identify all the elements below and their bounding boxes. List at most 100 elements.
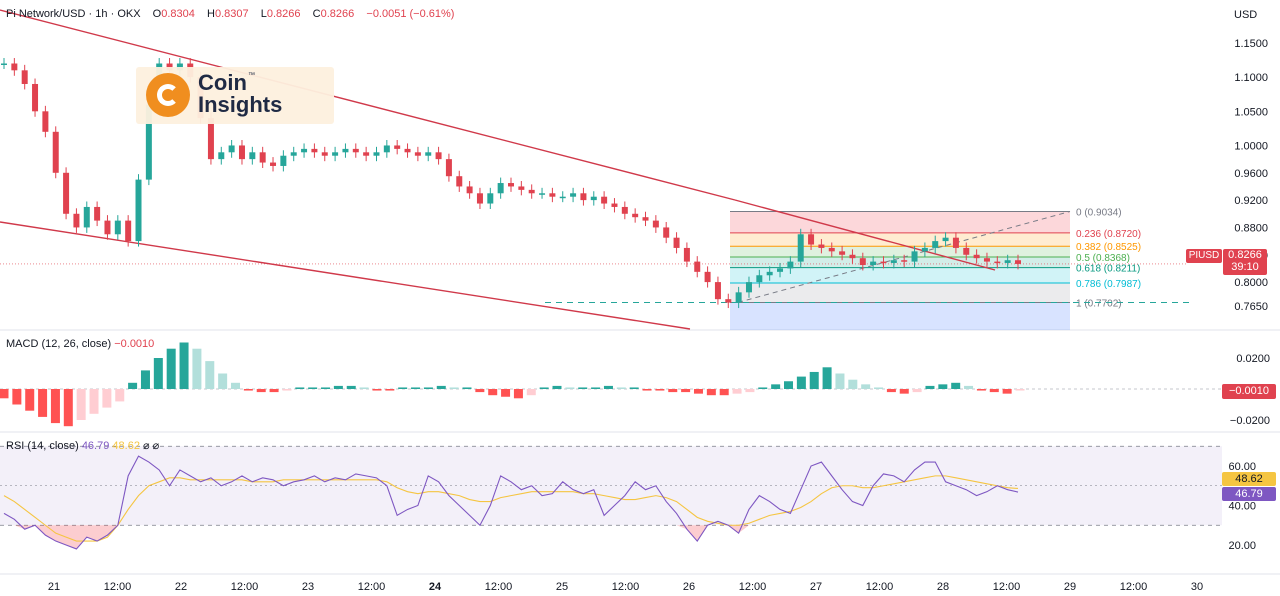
candle-body [466,186,473,194]
fibonacci-retracement[interactable]: 0 (0.9034)0.236 (0.8720)0.382 (0.8525)0.… [730,207,1141,330]
macd-bar [102,389,112,408]
symbol-name[interactable]: Pi Network/USD [6,8,86,20]
macd-bar [436,385,446,389]
candle-body [508,183,514,187]
macd-bar [0,389,9,399]
x-tick-label: 26 [683,581,695,593]
macd-bar [526,389,536,396]
macd-bar [899,389,909,394]
fib-zone [730,302,1070,330]
macd-bar [693,389,703,394]
candle-body [797,234,804,262]
candle-body [570,193,577,197]
macd-bar [989,389,999,393]
candle-body [745,282,752,293]
candle-body [332,152,339,156]
macd-bar [411,387,421,389]
fib-level-label: 0.618 (0.8211) [1076,264,1140,275]
y-tick-label: 0.8000 [1234,277,1268,289]
macd-bar [333,385,343,389]
macd-bar [346,385,356,389]
x-tick-label: 27 [810,581,822,593]
macd-bar [874,387,884,389]
rsi-settings-icon[interactable]: ⌀ ⌀ [143,440,160,452]
macd-bar [861,384,871,389]
candle-body [839,251,846,255]
macd-bar [976,389,986,391]
interval[interactable]: 1h [95,8,108,20]
candle-body [808,234,815,245]
macd-bar [140,370,150,389]
macd-bar [218,373,228,389]
macd-bar [372,389,382,391]
x-tick-label: 21 [48,581,60,593]
candle-body [218,152,225,160]
macd-legend[interactable]: MACD (12, 26, close) −0.0010 [6,338,155,350]
candle-body [590,196,597,201]
candle-body [621,206,628,214]
price-tag-symbol: PIUSD [1186,249,1222,263]
fib-zone [730,267,1070,283]
x-tick-label: 12:00 [739,581,767,593]
candle-body [73,213,80,228]
candle-body [135,179,142,242]
macd-bar [153,358,163,389]
macd-value-tag: −0.0010 [1222,384,1276,399]
macd-bar [835,373,845,389]
candle-body [518,186,525,190]
high-value: 0.8307 [214,8,249,20]
fib-level-label: 0.5 (0.8368) [1076,253,1130,264]
rsi-legend[interactable]: RSI (14, close) 46.79 48.62 ⌀ ⌀ [6,440,160,452]
candle-body [394,145,401,149]
currency-label[interactable]: USD [1234,9,1258,21]
candle-body [166,63,173,71]
channel-lower-line [0,221,691,330]
macd-bar [449,387,459,389]
macd-bar [513,389,523,399]
candle-body [456,176,463,187]
rsi-value-tag: 46.79 [1222,487,1276,501]
candle-body [725,299,732,303]
candle-body [114,220,121,235]
candle-body [290,152,297,156]
macd-bar [719,389,729,396]
macd-bar [925,385,935,389]
macd-bar [166,348,176,389]
y-tick-label: 0.7650 [1234,301,1268,313]
candle-body [476,193,483,204]
candle-body [52,131,59,173]
macd-bar [603,385,613,389]
channel-upper-line [0,9,736,201]
macd-tick-label: 0.0200 [1236,353,1270,365]
macd-bar [63,389,73,427]
macd-bar [269,389,279,393]
macd-bar [1002,389,1012,394]
rsi-tick-label: 40.00 [1228,501,1256,513]
candle-body [414,152,421,156]
candle-body [528,189,535,194]
macd-bar [578,387,588,389]
macd-bar [848,379,858,389]
x-tick-label: 12:00 [993,581,1021,593]
candle-body [663,227,670,238]
candle-body [963,247,970,255]
macd-bar [539,387,549,389]
rsi-series [0,445,1222,550]
macd-bar [501,389,511,397]
exchange: OKX [117,8,141,20]
macd-bar [359,387,369,389]
descending-channel[interactable] [0,9,1190,330]
x-tick-label: 12:00 [485,581,513,593]
candle-body [435,152,442,160]
macd-bar [1015,389,1025,391]
candle-body [125,220,132,242]
candle-body [921,247,928,252]
macd-bar [385,389,395,391]
candle-body [321,152,328,156]
candle-body [632,213,639,218]
rsi-ma-tag: 48.62 [1222,472,1276,486]
candle-body [942,237,949,242]
candle-body [280,155,287,166]
x-tick-label: 12:00 [866,581,894,593]
